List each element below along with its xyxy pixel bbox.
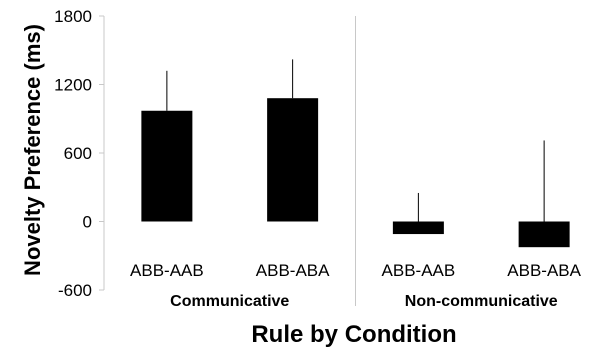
x-category-label: ABB-AAB [382, 261, 456, 280]
x-category-label: ABB-ABA [256, 261, 330, 280]
y-tick-label: 1800 [54, 7, 92, 26]
x-category-label: ABB-AAB [130, 261, 204, 280]
x-axis-group-labels: Communicative Non-communicative [170, 293, 558, 310]
bar [267, 98, 319, 222]
x-axis-category-labels: ABB-AAB ABB-ABA ABB-AAB ABB-ABA [130, 261, 582, 280]
y-tick-label: 600 [64, 144, 92, 163]
y-tick-label: 0 [83, 213, 92, 232]
x-axis-title: Rule by Condition [251, 321, 456, 348]
bar [392, 221, 444, 235]
y-axis-ticks: -600 0 600 1200 1800 [54, 7, 104, 300]
x-group-label: Communicative [170, 293, 289, 310]
bar [518, 221, 570, 248]
chart-error-bars [166, 59, 545, 222]
y-axis-title: Novelty Preference (ms) [20, 24, 45, 276]
bar [141, 110, 193, 222]
x-group-label: Non-communicative [405, 293, 558, 310]
y-tick-label: -600 [58, 281, 92, 300]
y-tick-label: 1200 [54, 76, 92, 95]
chart-bars [141, 98, 570, 248]
x-category-label: ABB-ABA [507, 261, 581, 280]
